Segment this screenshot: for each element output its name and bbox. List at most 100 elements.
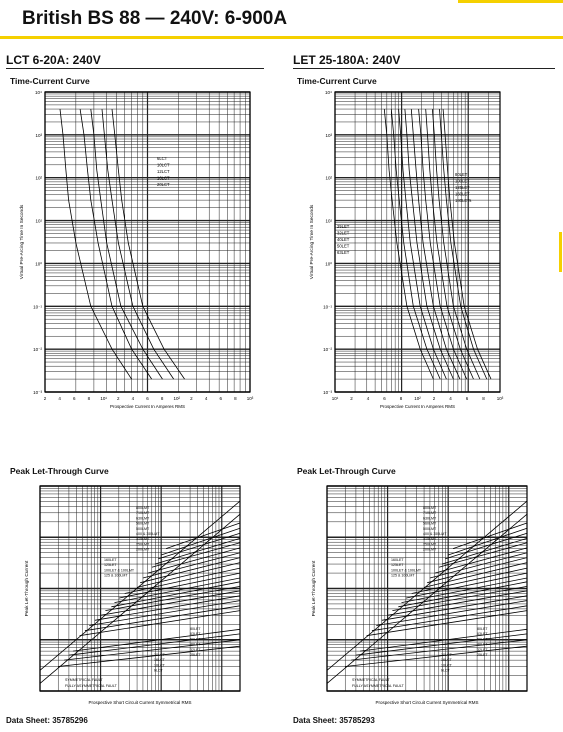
- series-line: [140, 557, 241, 584]
- x-axis-title: Prospective Current In Amperes RMS: [110, 404, 185, 409]
- left-peak-let-through-chart: SYMMETRICAL FAULT FULLY ASYMMETRICAL FAUL…: [22, 482, 244, 713]
- series-label: FULLY ASYMMETRICAL FAULT: [352, 684, 405, 688]
- y-tick-label: 10⁻¹: [33, 304, 42, 309]
- left-data-sheet: Data Sheet: 35785296: [6, 716, 88, 725]
- series-line: [452, 522, 528, 549]
- series-label: 6LCT: [154, 669, 164, 673]
- series-label: 160LET: [104, 558, 117, 562]
- series-line: [355, 633, 528, 656]
- x-tick-label: 6: [466, 396, 469, 401]
- x-tick-label: 8: [482, 396, 485, 401]
- series-line: [90, 109, 163, 380]
- series-label: 500LMT: [423, 527, 437, 531]
- series-label: 10LCT: [154, 663, 166, 667]
- series-line: [84, 605, 241, 632]
- page-title: British BS 88 — 240V: 6-900A: [22, 8, 288, 29]
- series-line: [442, 538, 528, 565]
- series-line: [39, 513, 241, 684]
- series-line: [359, 628, 528, 652]
- series-line: [439, 109, 488, 380]
- series-line: [39, 500, 241, 671]
- series-line: [424, 562, 528, 588]
- series-label: 20LCT: [157, 182, 170, 187]
- series-label: 50LET: [337, 244, 350, 249]
- series-line: [124, 567, 241, 594]
- series-line: [105, 586, 241, 611]
- series-label: 200LMT: [423, 548, 437, 552]
- series-label: 125 & 100LMT: [391, 574, 415, 578]
- y-tick-label: 10²: [325, 176, 332, 181]
- series-line: [398, 109, 447, 380]
- y-tick-label: 10⁻²: [33, 347, 42, 352]
- left-peak-let-through-title: Peak Let-Through Curve: [10, 466, 109, 476]
- series-line: [161, 527, 241, 556]
- series-line: [371, 605, 528, 632]
- series-label: 500LMT: [136, 527, 150, 531]
- series-line: [111, 581, 241, 608]
- y-tick-label: 10⁻¹: [323, 304, 332, 309]
- y-tick-label: 10²: [35, 176, 42, 181]
- series-label: 315LMT: [136, 537, 150, 541]
- x-tick-label: 10³: [497, 396, 504, 401]
- x-tick-label: 4: [58, 396, 61, 401]
- series-line: [448, 527, 528, 556]
- series-label: 63LET: [190, 632, 201, 636]
- series-line: [111, 109, 185, 380]
- series-line: [366, 610, 528, 637]
- y-tick-label: 10⁰: [325, 261, 332, 266]
- series-line: [432, 109, 481, 380]
- series-label: 80LET: [455, 172, 468, 177]
- left-column-heading: LCT 6-20A: 240V: [6, 53, 101, 67]
- left-time-current-title: Time-Current Curve: [10, 76, 90, 86]
- right-heading-rule: [293, 68, 555, 69]
- series-line: [151, 542, 241, 568]
- series-line: [326, 500, 528, 671]
- series-label: 63LET: [337, 250, 350, 255]
- right-time-current-chart: 25LET 32LET 40LET 50LET 63LET 80LET 100LET 125L…: [305, 88, 504, 422]
- series-label: 10LCT: [441, 663, 453, 667]
- series-label: 125LET: [391, 563, 404, 567]
- series-label: 12LCT: [157, 169, 170, 174]
- series-line: [142, 552, 241, 579]
- series-label: 40LET: [190, 643, 201, 647]
- series-label: 560LMT: [423, 522, 437, 526]
- x-tick-label: 8: [88, 396, 91, 401]
- left-heading-rule: [6, 68, 264, 69]
- y-axis-title: Peak Let-Through Current: [24, 560, 30, 616]
- series-label: 32LET: [190, 648, 201, 652]
- series-label: 710LMT: [423, 511, 437, 515]
- series-line: [429, 552, 528, 579]
- y-axis-title: Virtual Pre-Arcing Time In Seconds: [309, 204, 315, 279]
- series-line: [411, 567, 528, 594]
- series-line: [94, 595, 241, 621]
- series-line: [410, 109, 461, 380]
- series-label: 6LCT: [157, 156, 168, 161]
- right-peak-let-through-chart: SYMMETRICAL FAULT FULLY ASYMMETRICAL FAUL…: [309, 482, 531, 713]
- series-line: [100, 590, 241, 616]
- series-label: 80LET: [190, 627, 201, 631]
- series-line: [345, 645, 528, 667]
- y-axis-title: Peak Let-Through Current: [311, 560, 317, 616]
- series-line: [114, 577, 241, 603]
- series-label: 16LCT: [154, 658, 166, 662]
- series-label: 125LET: [104, 563, 117, 567]
- series-label: 20LCT: [154, 653, 166, 657]
- series-label: 16LCT: [157, 176, 170, 181]
- x-axis-title: Prospective Short Circuit Current Symmet…: [375, 700, 478, 705]
- series-line: [387, 590, 528, 616]
- series-label: 25LET: [190, 653, 201, 657]
- y-tick-label: 10¹: [35, 219, 42, 224]
- x-tick-label: 2: [117, 396, 120, 401]
- series-label: SYMMETRICAL FAULT: [65, 678, 104, 682]
- series-line: [381, 595, 528, 621]
- series-label: 50LET: [190, 637, 201, 641]
- x-tick-label: 8: [161, 396, 164, 401]
- series-label: 160LET: [391, 558, 404, 562]
- series-label: 10LCT: [157, 163, 170, 168]
- series-label: 400 & 355LMT: [136, 532, 160, 536]
- x-tick-label: 4: [449, 396, 452, 401]
- series-label: 25LET: [477, 653, 488, 657]
- series-line: [445, 532, 528, 560]
- series-line: [59, 109, 132, 380]
- side-tab-marker: [559, 232, 562, 272]
